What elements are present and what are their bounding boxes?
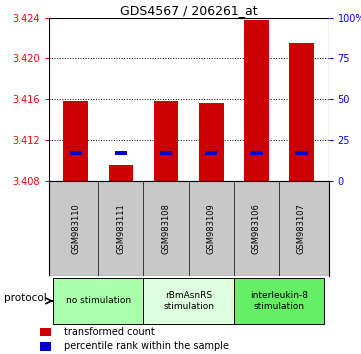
Text: GSM983108: GSM983108 — [162, 203, 170, 254]
Text: interleukin-8
stimulation: interleukin-8 stimulation — [250, 291, 308, 310]
Text: GSM983110: GSM983110 — [71, 203, 80, 254]
Text: GSM983111: GSM983111 — [117, 203, 125, 254]
Bar — [205, 151, 217, 155]
Bar — [295, 151, 308, 155]
Text: GSM983109: GSM983109 — [207, 203, 216, 254]
Bar — [199, 103, 223, 181]
Bar — [40, 328, 51, 336]
Bar — [160, 151, 172, 155]
Bar — [244, 20, 269, 181]
Bar — [234, 278, 324, 324]
Text: GSM983107: GSM983107 — [297, 203, 306, 254]
Bar — [154, 101, 178, 181]
Text: GSM983106: GSM983106 — [252, 203, 261, 254]
Bar — [70, 151, 82, 155]
Bar — [250, 151, 262, 155]
Bar — [144, 278, 234, 324]
Bar — [115, 151, 127, 155]
Bar — [64, 101, 88, 181]
Text: rBmAsnRS
stimulation: rBmAsnRS stimulation — [163, 291, 214, 310]
Text: no stimulation: no stimulation — [66, 296, 131, 306]
Text: transformed count: transformed count — [64, 327, 155, 337]
Text: protocol: protocol — [4, 293, 46, 303]
Title: GDS4567 / 206261_at: GDS4567 / 206261_at — [120, 4, 257, 17]
Bar — [109, 165, 133, 181]
Bar — [40, 342, 51, 350]
Bar — [53, 278, 144, 324]
Text: percentile rank within the sample: percentile rank within the sample — [64, 341, 229, 352]
Bar — [49, 18, 329, 181]
Bar — [289, 43, 314, 181]
